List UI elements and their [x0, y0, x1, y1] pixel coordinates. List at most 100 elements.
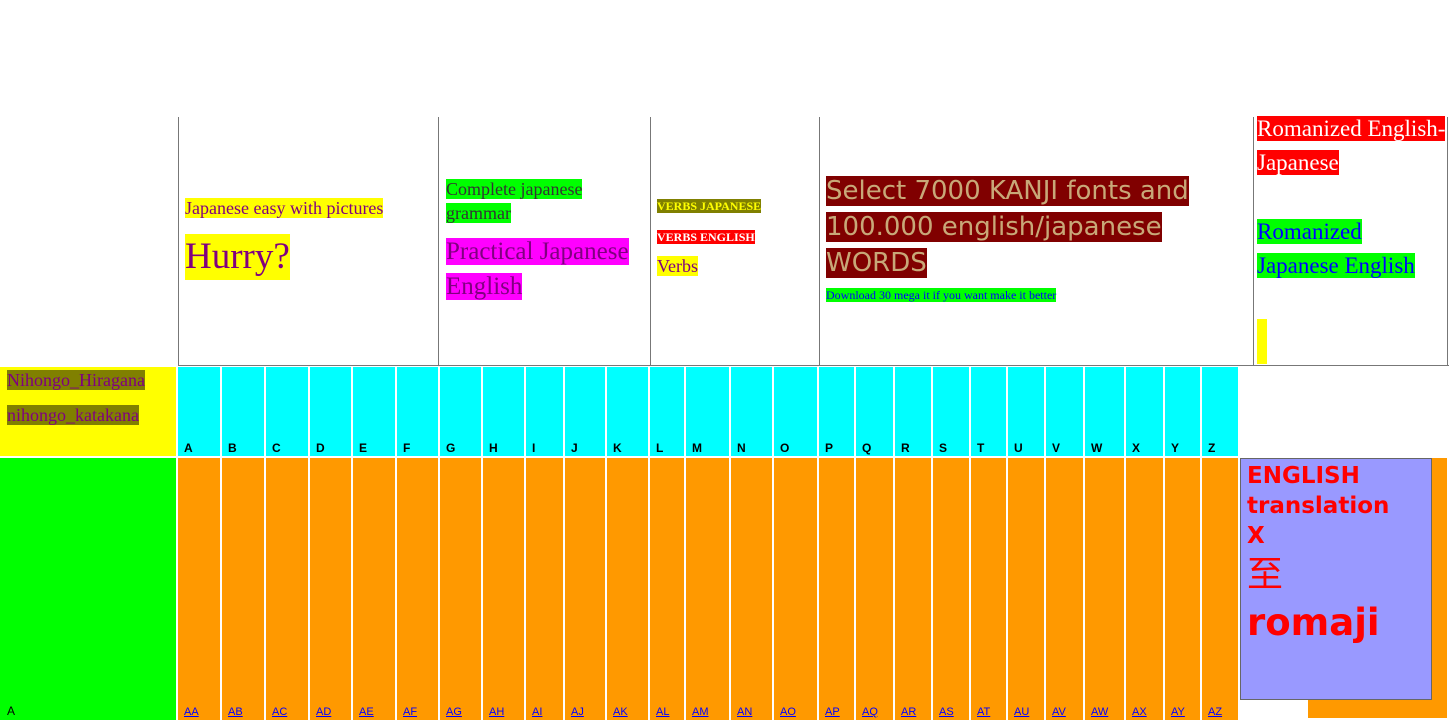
divider: [178, 365, 1449, 366]
bottom-white: [1240, 700, 1308, 722]
verbs-english-link[interactable]: VERBS ENGLISH: [657, 230, 755, 244]
letter-cell[interactable]: Y: [1165, 367, 1202, 456]
panel-grammar: Complete japanese grammar: [446, 178, 636, 226]
verbs-japanese-link[interactable]: VERBS JAPANESE: [657, 199, 762, 213]
letter-cell[interactable]: V: [1046, 367, 1085, 456]
letter-cell[interactable]: G: [440, 367, 483, 456]
letter-cell[interactable]: H: [483, 367, 526, 456]
letter-cell[interactable]: Z: [1202, 367, 1240, 456]
letter-label: N: [737, 441, 746, 455]
double-letter-link[interactable]: AX: [1132, 706, 1147, 718]
complete-grammar-link[interactable]: Complete japanese grammar: [446, 179, 583, 223]
letter-cell[interactable]: U: [1008, 367, 1046, 456]
double-letter-link[interactable]: AA: [184, 706, 199, 718]
double-letter-link[interactable]: AG: [446, 706, 462, 718]
letter-label: F: [403, 441, 411, 455]
double-letter-link[interactable]: AB: [228, 706, 243, 718]
panel-romanized-je: Romanized Japanese English: [1257, 216, 1447, 284]
katakana-link[interactable]: nihongo_katakana: [7, 405, 139, 425]
double-letter-link[interactable]: AS: [939, 706, 954, 718]
double-letter-link[interactable]: AZ: [1208, 706, 1223, 718]
letter-cell[interactable]: M: [686, 367, 731, 456]
letter-label: Z: [1208, 441, 1216, 455]
double-letter-link[interactable]: AC: [272, 706, 288, 718]
letter-cell[interactable]: N: [731, 367, 774, 456]
double-letter-link[interactable]: AH: [489, 706, 505, 718]
double-letter-link[interactable]: AO: [780, 706, 796, 718]
double-letter-cell: AP: [819, 458, 856, 720]
double-letter-cell: AY: [1165, 458, 1202, 720]
divider: [819, 117, 820, 366]
divider: [438, 117, 439, 366]
hurry-link[interactable]: Hurry?: [185, 234, 290, 280]
letter-cell[interactable]: K: [607, 367, 650, 456]
letter-label: S: [939, 441, 948, 455]
double-letter-link[interactable]: AE: [359, 706, 374, 718]
letter-label: K: [613, 441, 622, 455]
double-letter-link[interactable]: AI: [532, 706, 543, 718]
double-letter-link[interactable]: AT: [977, 706, 991, 718]
letter-label: C: [272, 441, 281, 455]
letter-cell[interactable]: J: [565, 367, 607, 456]
double-letter-link[interactable]: AM: [692, 706, 709, 718]
letter-label: T: [977, 441, 985, 455]
letter-cell[interactable]: I: [526, 367, 565, 456]
letter-cell[interactable]: E: [353, 367, 397, 456]
letter-cell[interactable]: X: [1126, 367, 1165, 456]
double-letter-cell: AL: [650, 458, 686, 720]
letter-label: Q: [862, 441, 872, 455]
double-letter-cell: AQ: [856, 458, 895, 720]
letter-label: D: [316, 441, 325, 455]
japanese-easy-link[interactable]: Japanese easy with pictures: [185, 198, 384, 218]
panel-hurry: Hurry?: [185, 234, 290, 280]
download-link[interactable]: Download 30 mega it if you want make it …: [826, 288, 1057, 302]
double-letter-cell: AA: [178, 458, 222, 720]
letter-cell[interactable]: L: [650, 367, 686, 456]
letter-label: R: [901, 441, 910, 455]
double-letter-link[interactable]: AF: [403, 706, 418, 718]
divider: [1447, 117, 1448, 366]
double-letter-cell: AU: [1008, 458, 1046, 720]
double-letter-link[interactable]: AL: [656, 706, 670, 718]
double-letter-cell: AC: [266, 458, 310, 720]
double-letter-link[interactable]: AJ: [571, 706, 584, 718]
double-letter-link[interactable]: AN: [737, 706, 753, 718]
panel-romanized-ej: Romanized English-Japanese: [1257, 113, 1447, 181]
letter-cell[interactable]: O: [774, 367, 819, 456]
hiragana-link[interactable]: Nihongo_Hiragana: [7, 370, 145, 390]
letter-cell[interactable]: P: [819, 367, 856, 456]
letter-label: Y: [1171, 441, 1180, 455]
letter-cell[interactable]: Q: [856, 367, 895, 456]
double-letter-link[interactable]: AD: [316, 706, 332, 718]
double-letter-link[interactable]: AK: [613, 706, 628, 718]
romanized-japanese-english-link[interactable]: Romanized Japanese English: [1257, 219, 1415, 278]
letter-cell[interactable]: A: [178, 367, 222, 456]
double-letter-link[interactable]: AR: [901, 706, 917, 718]
translation-box[interactable]: ENGLISH translation X 至 romaji: [1240, 458, 1432, 700]
letter-cell[interactable]: B: [222, 367, 266, 456]
double-letter-cell: AB: [222, 458, 266, 720]
practical-japanese-english-link[interactable]: Practical Japanese English: [446, 238, 629, 300]
letter-cell[interactable]: W: [1085, 367, 1126, 456]
letter-cell[interactable]: F: [397, 367, 440, 456]
letter-label: M: [692, 441, 702, 455]
romanized-english-japanese-link[interactable]: Romanized English-Japanese: [1257, 116, 1446, 175]
kana-box: Nihongo_Hiragana nihongo_katakana: [0, 367, 176, 456]
double-letter-link[interactable]: AU: [1014, 706, 1030, 718]
double-letter-link[interactable]: AV: [1052, 706, 1066, 718]
letter-cell[interactable]: S: [933, 367, 971, 456]
double-letter-link[interactable]: AY: [1171, 706, 1185, 718]
double-letter-link[interactable]: AP: [825, 706, 840, 718]
letter-label: X: [1132, 441, 1141, 455]
verbs-link[interactable]: Verbs: [657, 256, 698, 276]
double-letter-link[interactable]: AW: [1091, 706, 1109, 718]
letter-cell[interactable]: D: [310, 367, 353, 456]
letter-cell[interactable]: T: [971, 367, 1008, 456]
letter-label: V: [1052, 441, 1061, 455]
letter-label: W: [1091, 441, 1103, 455]
double-letter-link[interactable]: AQ: [862, 706, 878, 718]
translation-line1: ENGLISH: [1247, 463, 1360, 489]
letter-cell[interactable]: R: [895, 367, 933, 456]
translation-line2: translation: [1247, 493, 1390, 519]
letter-cell[interactable]: C: [266, 367, 310, 456]
